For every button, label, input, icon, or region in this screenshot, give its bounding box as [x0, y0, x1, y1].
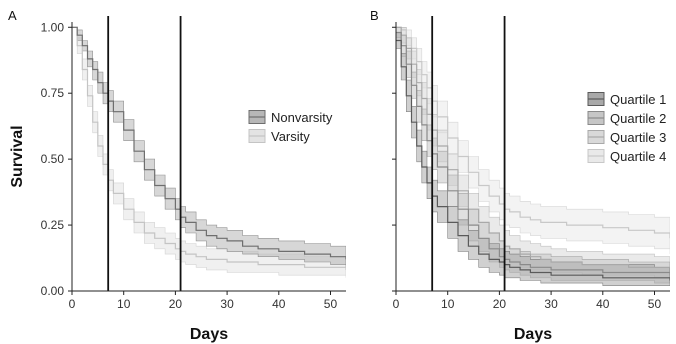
survival-line-quartile-1: [396, 39, 670, 281]
x-tick-label: 10: [117, 297, 131, 311]
survival-line-quartile-3: [396, 26, 670, 268]
x-tick-label: 40: [596, 297, 610, 311]
y-tick-label: 0.00: [41, 284, 65, 298]
legend-item: Quartile 1: [587, 92, 666, 107]
confidence-band-nonvarsity: [72, 27, 346, 268]
y-tick-label: 0.50: [41, 152, 65, 166]
x-tick-label: 10: [441, 297, 455, 311]
legend-label: Quartile 3: [610, 130, 666, 145]
y-tick-label: 1.00: [41, 20, 65, 34]
legend-item: Nonvarsity: [248, 110, 333, 125]
x-tick-label: 50: [648, 297, 662, 311]
legend-label: Quartile 4: [610, 149, 666, 164]
legend-label: Varsity: [271, 129, 310, 144]
x-axis-label: Days: [514, 326, 552, 343]
legend-label: Quartile 1: [610, 92, 666, 107]
panel-label: A: [8, 8, 17, 23]
legend: Nonvarsity Varsity: [248, 110, 333, 144]
legend-item: Quartile 4: [587, 149, 666, 164]
x-tick-label: 0: [69, 297, 76, 311]
survival-line-quartile-2: [396, 31, 670, 276]
x-tick-label: 30: [220, 297, 234, 311]
x-tick-label: 40: [272, 297, 286, 311]
confidence-band-quartile-2: [396, 27, 670, 284]
y-tick-label: 0.25: [41, 218, 65, 232]
x-tick-label: 20: [169, 297, 183, 311]
plot-area: [396, 26, 670, 286]
legend-label: Nonvarsity: [271, 110, 333, 125]
survival-line-varsity: [72, 26, 346, 270]
x-axis-label: Days: [190, 326, 228, 343]
plot-area: [72, 26, 346, 278]
survival-line-quartile-4: [396, 26, 670, 239]
legend: Quartile 1 Quartile 2 Quartile 3 Quartile 4: [587, 92, 666, 164]
y-axis-label: Survival: [9, 125, 26, 187]
legend-item: Quartile 2: [587, 111, 666, 126]
survival-line-nonvarsity: [72, 26, 346, 260]
x-tick-label: 0: [393, 297, 400, 311]
x-tick-label: 20: [493, 297, 507, 311]
legend-item: Varsity: [248, 129, 310, 144]
y-tick-label: 0.75: [41, 86, 65, 100]
x-tick-label: 30: [544, 297, 558, 311]
chart-panel-a: A 0 10 20 30 40 50 0.00 0.25 0.50 0.75 1.00 Days Surv…: [8, 8, 346, 343]
legend-item: Quartile 3: [587, 130, 666, 145]
x-tick-label: 50: [324, 297, 338, 311]
legend-label: Quartile 2: [610, 111, 666, 126]
panel-label: B: [370, 8, 379, 23]
